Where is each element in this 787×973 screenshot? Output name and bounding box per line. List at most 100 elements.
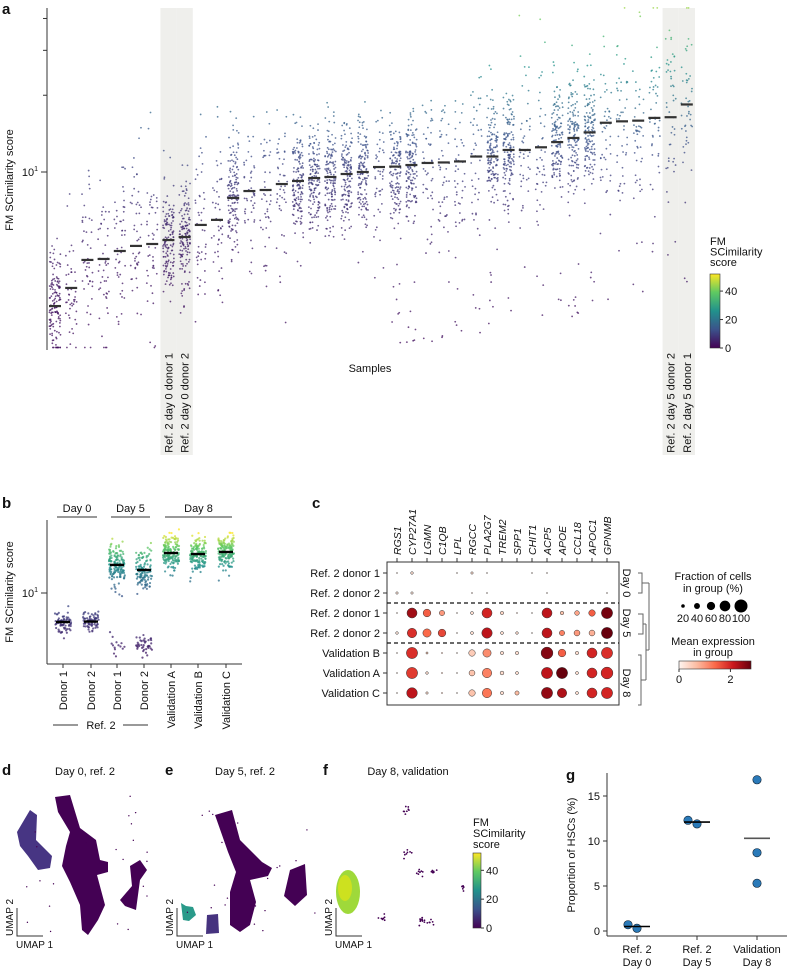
data-point — [362, 127, 364, 130]
data-point — [144, 584, 147, 587]
data-point — [398, 202, 401, 205]
data-point — [231, 159, 233, 162]
data-point — [282, 189, 285, 191]
data-point — [364, 202, 367, 205]
data-point — [443, 111, 446, 114]
data-point — [198, 285, 201, 287]
data-point — [113, 561, 117, 565]
data-point — [57, 628, 60, 631]
data-point — [494, 123, 496, 126]
data-point — [487, 171, 490, 174]
data-point — [618, 185, 621, 188]
data-point — [216, 180, 219, 183]
data-point — [168, 274, 171, 277]
data-point — [430, 109, 433, 111]
data-point — [461, 180, 464, 183]
data-point — [170, 224, 173, 227]
expression-dot — [422, 628, 432, 638]
data-point — [227, 236, 230, 238]
data-point — [461, 218, 464, 221]
data-point — [587, 87, 589, 90]
data-point — [81, 240, 84, 243]
data-point — [574, 125, 576, 128]
data-point — [509, 121, 512, 124]
data-point — [504, 116, 507, 119]
data-point — [414, 149, 417, 151]
data-point — [179, 209, 182, 212]
data-point — [605, 168, 608, 171]
data-point — [599, 96, 602, 99]
data-point — [295, 202, 298, 205]
umap-cluster — [120, 860, 147, 910]
expression-dot — [515, 631, 519, 635]
data-point — [218, 229, 220, 232]
data-point — [593, 151, 596, 154]
gene-label: ACP5 — [542, 527, 554, 556]
data-point — [518, 14, 521, 17]
data-point — [621, 145, 623, 147]
data-point — [252, 207, 255, 209]
data-point — [523, 65, 526, 68]
data-point — [551, 71, 554, 74]
row-label: Ref. 2 donor 2 — [310, 588, 380, 600]
data-point — [342, 198, 344, 201]
data-point — [502, 143, 505, 145]
data-point — [415, 186, 417, 189]
data-point — [638, 88, 641, 91]
data-point — [300, 207, 302, 210]
data-point — [330, 191, 333, 194]
data-point — [680, 114, 683, 117]
data-point — [361, 155, 364, 158]
data-point — [193, 564, 197, 567]
data-point — [90, 613, 93, 616]
data-point — [172, 272, 175, 274]
data-point — [179, 311, 182, 314]
data-point — [174, 555, 177, 558]
data-point — [136, 262, 138, 265]
data-point — [507, 143, 510, 146]
data-point — [607, 115, 610, 118]
data-point — [229, 237, 231, 240]
data-point — [230, 258, 233, 261]
data-point — [84, 216, 87, 219]
data-point — [509, 153, 512, 156]
data-point — [332, 235, 335, 238]
data-point — [181, 249, 184, 252]
data-point — [567, 120, 570, 122]
data-point — [553, 173, 556, 176]
data-point — [327, 106, 330, 108]
data-point — [141, 556, 144, 559]
data-point — [652, 86, 655, 88]
data-point — [665, 71, 668, 73]
data-point — [486, 169, 489, 172]
data-point — [269, 194, 272, 197]
data-point — [327, 167, 330, 170]
data-point — [72, 299, 75, 301]
data-point — [602, 35, 605, 38]
data-point — [535, 158, 538, 161]
expression-dot — [588, 609, 596, 617]
data-point — [669, 70, 672, 73]
data-point — [447, 123, 450, 126]
data-point — [395, 182, 398, 185]
expression-dot — [514, 690, 520, 696]
data-point — [492, 305, 494, 308]
data-point — [357, 197, 360, 199]
data-point — [227, 542, 231, 545]
data-point — [584, 119, 587, 122]
data-point — [685, 97, 688, 100]
data-point — [666, 166, 669, 169]
data-point — [269, 220, 272, 223]
data-point — [117, 582, 120, 585]
data-point — [464, 185, 466, 188]
data-point — [571, 159, 573, 162]
data-point — [139, 551, 142, 555]
data-point — [520, 122, 523, 125]
umap-cluster — [206, 914, 219, 934]
data-point — [511, 111, 514, 113]
data-point — [512, 98, 515, 101]
data-point — [278, 157, 281, 160]
data-point — [557, 116, 560, 119]
data-point — [172, 264, 175, 267]
